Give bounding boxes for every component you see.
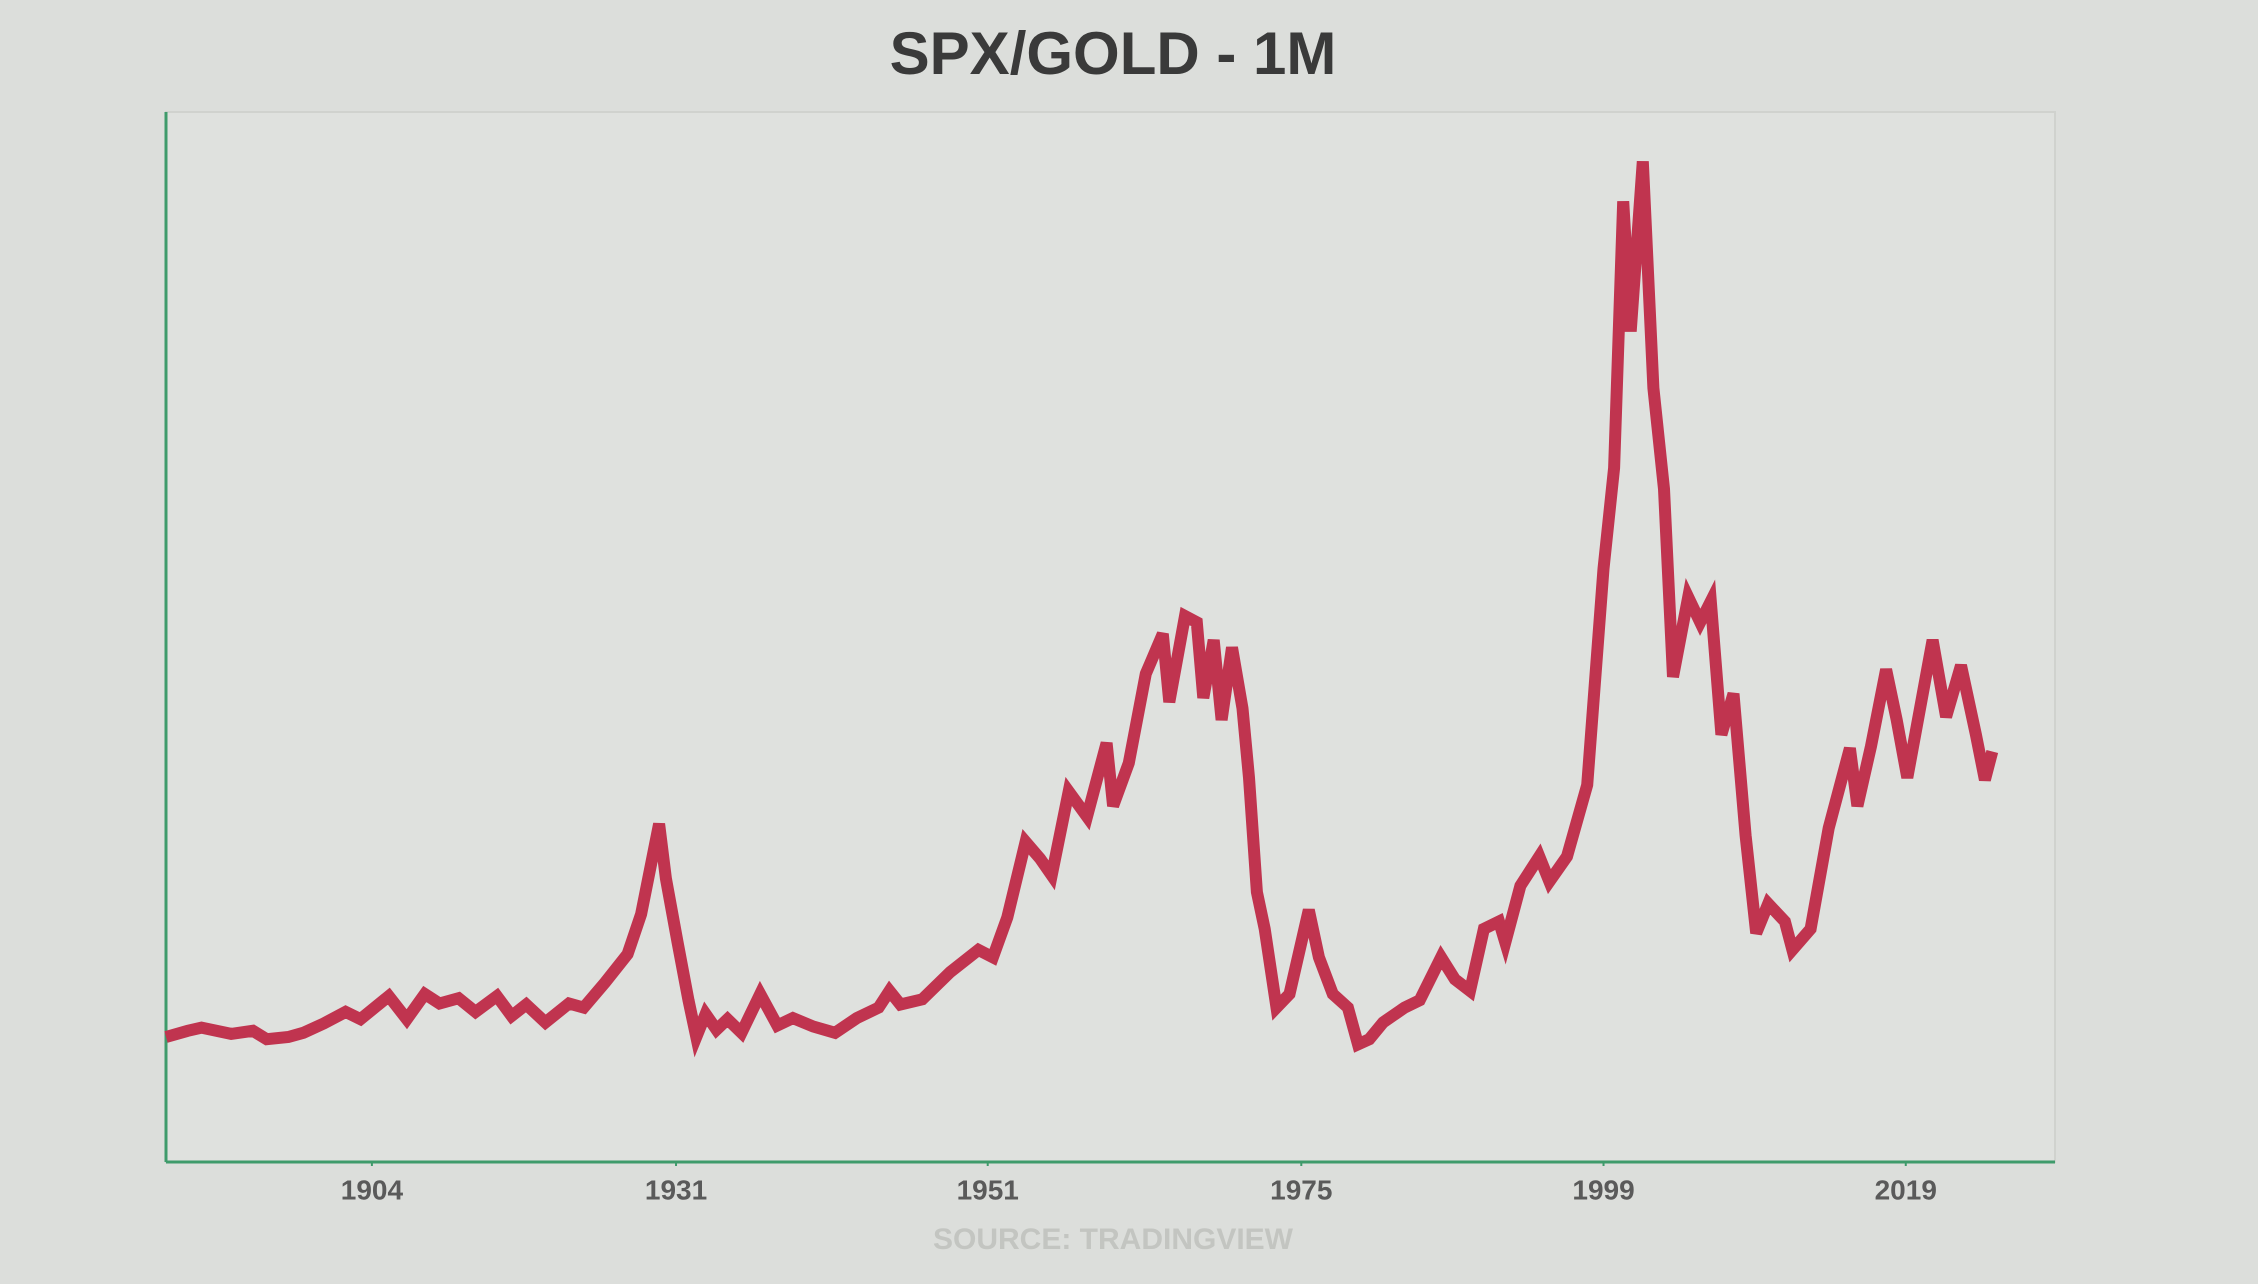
x-tick-label: 1904 xyxy=(341,1174,404,1205)
x-tick-label: 2019 xyxy=(1875,1174,1937,1205)
source-note: SOURCE: TRADINGVIEW xyxy=(933,1223,1294,1256)
data-line xyxy=(164,160,1999,1058)
x-tick-label: 1951 xyxy=(957,1174,1019,1205)
x-tick-label: 1931 xyxy=(645,1174,707,1205)
x-tick-label: 1975 xyxy=(1270,1174,1332,1205)
plot-area xyxy=(165,111,2056,1163)
x-tick-label: 1999 xyxy=(1572,1174,1634,1205)
chart-title: SPX/GOLD - 1M xyxy=(890,20,1337,87)
